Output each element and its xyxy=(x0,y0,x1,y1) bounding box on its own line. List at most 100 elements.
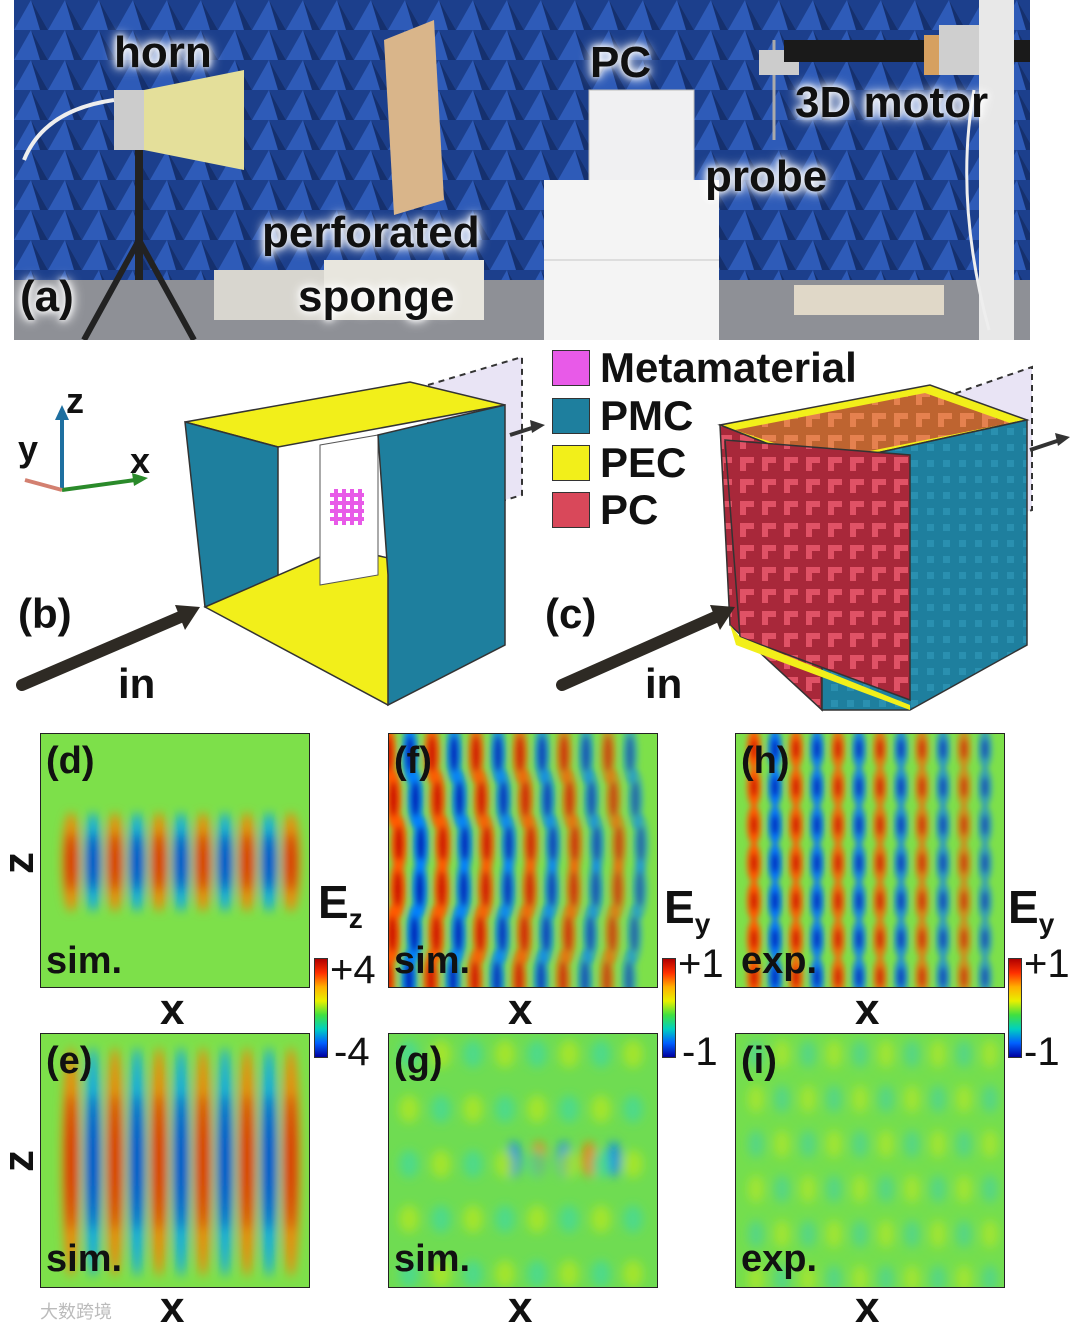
wave-core xyxy=(919,967,925,987)
wave-core xyxy=(520,916,529,952)
wave-core xyxy=(856,891,862,911)
wave-band xyxy=(463,1205,483,1233)
wave-core xyxy=(982,815,988,835)
legend-label-pc: PC xyxy=(600,486,659,533)
field-map-i xyxy=(735,1033,1005,1288)
wave-band xyxy=(399,1260,419,1287)
wave-band xyxy=(591,1205,611,1233)
wave-core xyxy=(110,832,120,892)
wave-band xyxy=(495,1260,515,1287)
wave-core xyxy=(514,961,523,987)
panel-a-tag: (a) xyxy=(20,272,74,321)
wave-core xyxy=(415,871,424,907)
wave-core xyxy=(751,891,757,911)
wave-core xyxy=(591,871,600,907)
wave-band xyxy=(878,1265,894,1287)
axis-y-label: y xyxy=(18,428,39,469)
wave-core xyxy=(476,916,485,952)
field-f-type: sim. xyxy=(394,940,471,982)
wave-core xyxy=(961,891,967,911)
wave-core xyxy=(220,832,230,892)
wave-band xyxy=(463,1040,483,1068)
axis-z-label: z xyxy=(66,380,84,421)
wave-band xyxy=(826,1085,842,1113)
wave-band xyxy=(559,1205,579,1233)
panel-c-diagram xyxy=(540,345,1080,720)
wave-core xyxy=(432,916,441,952)
wave-band xyxy=(495,1040,515,1068)
wave-band xyxy=(559,1260,579,1287)
field-d-xlabel: x xyxy=(160,985,185,1034)
wave-core xyxy=(154,832,164,892)
wave-core xyxy=(547,871,556,907)
wave-core xyxy=(856,929,862,949)
wave-core xyxy=(220,1093,230,1231)
wave-core xyxy=(548,826,557,862)
cbar-ey1-min: -1 xyxy=(682,1030,718,1074)
wave-band xyxy=(527,1095,547,1123)
wave-band xyxy=(826,1130,842,1158)
wave-band xyxy=(774,1085,790,1113)
wave-core xyxy=(940,815,946,835)
wave-band xyxy=(774,1220,790,1248)
field-f-tag: (f) xyxy=(394,740,432,782)
wave-core xyxy=(88,832,98,892)
wave-core xyxy=(264,1093,274,1231)
field-map-f xyxy=(388,733,658,988)
wave-core xyxy=(940,739,946,759)
cbar-ez-E: E xyxy=(318,876,349,928)
wave-core xyxy=(982,739,988,759)
wave-band xyxy=(878,1085,894,1113)
wave-core xyxy=(814,739,820,759)
colorbar-ey2 xyxy=(1008,958,1022,1058)
wave-band xyxy=(431,1260,451,1287)
wave-band xyxy=(904,1220,920,1248)
wave-core xyxy=(793,891,799,911)
wave-core xyxy=(982,967,988,987)
wave-band xyxy=(904,1175,920,1203)
wave-band xyxy=(930,1220,946,1248)
wave-core xyxy=(898,777,904,797)
field-i-tag: (i) xyxy=(741,1040,777,1082)
wave-band xyxy=(463,1150,483,1178)
cbar-ez-sub: z xyxy=(348,903,363,935)
wave-core xyxy=(198,1093,208,1231)
wave-core xyxy=(481,871,490,907)
wave-core xyxy=(982,777,988,797)
field-g-type: sim. xyxy=(394,1238,471,1280)
wave-core xyxy=(856,967,862,987)
wave-band xyxy=(982,1265,998,1287)
wave-core xyxy=(772,967,778,987)
wave-core xyxy=(772,739,778,759)
wave-core xyxy=(624,961,633,987)
wave-core xyxy=(898,815,904,835)
wave-core xyxy=(835,777,841,797)
wave-band xyxy=(431,1150,451,1178)
wave-band xyxy=(956,1175,972,1203)
label-3d-motor: 3D motor xyxy=(795,78,989,127)
wave-core xyxy=(389,916,397,952)
cbar-ey2-max: +1 xyxy=(1024,942,1070,986)
wave-core xyxy=(772,891,778,911)
wave-band xyxy=(904,1265,920,1287)
field-g-xlabel: x xyxy=(508,1283,533,1332)
wave-core xyxy=(877,929,883,949)
wave-core xyxy=(609,781,618,817)
wave-core xyxy=(614,826,623,862)
cbar-ez-min: -4 xyxy=(334,1030,370,1074)
wave-band xyxy=(623,1095,643,1123)
panel-a-photo xyxy=(14,0,1030,340)
wave-band xyxy=(956,1085,972,1113)
wave-core xyxy=(961,777,967,797)
wave-band xyxy=(748,1220,764,1248)
wave-core xyxy=(494,736,503,772)
wave-band xyxy=(852,1040,868,1068)
wave-core xyxy=(477,781,486,817)
legend-label-pec: PEC xyxy=(600,439,687,486)
wave-band xyxy=(956,1130,972,1158)
colorbar-ey1 xyxy=(662,958,676,1058)
wave-core xyxy=(516,736,525,772)
wave-core xyxy=(416,826,425,862)
wave-band xyxy=(878,1040,894,1068)
wave-core xyxy=(877,891,883,911)
